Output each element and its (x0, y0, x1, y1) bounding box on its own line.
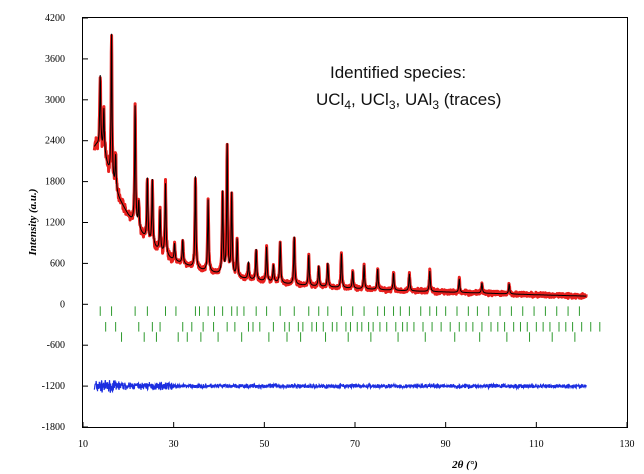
y-axis-title: Intensity (a.u.) (27, 189, 39, 257)
y-tick-label: -1200 (42, 381, 65, 392)
y-tick-label: 1200 (45, 218, 65, 229)
x-tick-label: 110 (529, 439, 544, 450)
y-tick-label: -1800 (42, 422, 65, 433)
calculated-series (93, 33, 587, 297)
y-axis-ticks: -1800 -1200 -600 0 600 1200 1800 2400 3000 3600 42… (42, 13, 88, 433)
y-tick-label: 3600 (45, 54, 65, 65)
x-tick-label: 70 (350, 439, 360, 450)
x-tick-label: 10 (78, 439, 88, 450)
x-tick-label: 30 (169, 439, 179, 450)
y-tick-label: 4200 (45, 13, 65, 24)
x-axis-title: 2θ (°) (451, 459, 478, 471)
x-axis-ticks: 10 30 50 70 90 110 130 (78, 422, 635, 450)
y-tick-label: 2400 (45, 136, 65, 147)
plot-frame (82, 17, 628, 428)
annotation-line-2: UCl4, UCl3, UAl3 (traces) (316, 90, 501, 112)
reflection-markers (99, 306, 601, 342)
difference-series (93, 379, 587, 394)
x-tick-label: 130 (620, 439, 635, 450)
y-tick-label: 3000 (45, 95, 65, 106)
y-tick-label: 0 (60, 299, 65, 310)
x-tick-label: 90 (441, 439, 451, 450)
x-tick-label: 50 (259, 439, 269, 450)
series-group (92, 33, 588, 394)
annotation-line-1: Identified species: (330, 63, 466, 82)
y-tick-label: 1800 (45, 177, 65, 188)
y-tick-label: 600 (50, 258, 65, 269)
y-tick-label: -600 (47, 340, 65, 351)
